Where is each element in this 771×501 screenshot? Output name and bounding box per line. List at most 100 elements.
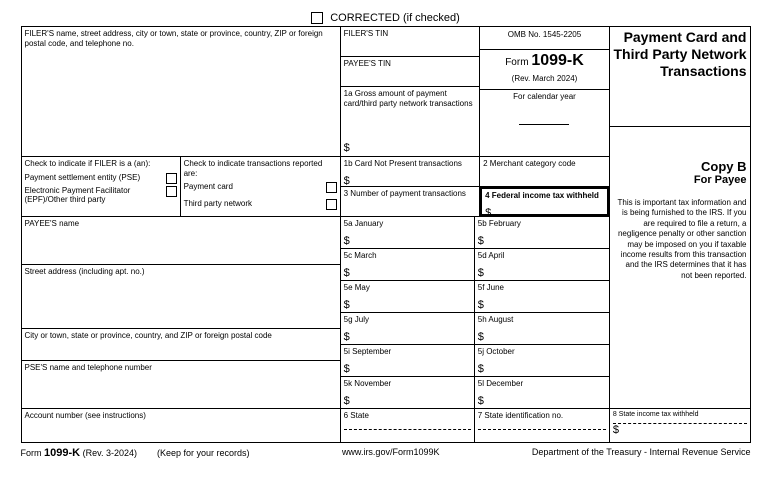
- row-6-7: 6 State 7 State identification no.: [341, 409, 609, 442]
- row-5k-5l: 5k November$ 5l December$: [341, 377, 609, 409]
- copy-b-box: Copy B For Payee This is important tax i…: [610, 127, 750, 409]
- row-3-4: 3 Number of payment transactions 4 Feder…: [341, 187, 609, 217]
- row-5a-5b: 5a January$ 5b February$: [341, 217, 609, 249]
- label-5b: 5b February: [478, 219, 606, 229]
- box-5k: 5k November$: [341, 377, 475, 408]
- epf-checkbox[interactable]: [166, 186, 177, 197]
- dollar-5a: $: [344, 229, 471, 247]
- street-box: Street address (including apt. no.): [22, 265, 340, 329]
- footer-dept: Department of the Treasury - Internal Re…: [532, 447, 751, 459]
- notice-text: This is important tax information and is…: [613, 198, 747, 281]
- pse-name-box: PSE'S name and telephone number: [22, 361, 340, 409]
- form-number: 1099-K: [531, 52, 583, 69]
- filer-address-label: FILER'S name, street address, city or to…: [25, 29, 337, 48]
- omb-label: OMB No. 1545-2205: [508, 30, 581, 39]
- pse-label: Payment settlement entity (PSE): [25, 173, 141, 184]
- tpn-row: Third party network: [184, 199, 337, 210]
- title-box: Payment Card and Third Party Network Tra…: [610, 27, 750, 127]
- dollar-5h: $: [478, 325, 606, 343]
- corrected-label: CORRECTED (if checked): [330, 12, 460, 24]
- box-2-label: 2 Merchant category code: [483, 159, 606, 169]
- box-5b: 5b February$: [475, 217, 609, 248]
- city-label: City or town, state or province, country…: [25, 331, 337, 341]
- filer-tin-label: FILER'S TIN: [344, 29, 476, 39]
- label-5h: 5h August: [478, 315, 606, 325]
- dollar-5i: $: [344, 357, 471, 375]
- row-1b-2: 1b Card Not Present transactions $ 2 Mer…: [341, 157, 609, 187]
- box-6-dash: [344, 429, 471, 430]
- form-no-box: Form 1099-K (Rev. March 2024): [480, 50, 609, 90]
- middle-column: FILER'S TIN PAYEE'S TIN 1a Gross amount …: [341, 27, 610, 442]
- filer-address-box: FILER'S name, street address, city or to…: [22, 27, 340, 157]
- form-prefix: Form: [505, 57, 528, 68]
- payee-tin-label: PAYEE'S TIN: [344, 59, 476, 69]
- payee-name-box: PAYEE'S name: [22, 217, 340, 265]
- box-4-label: 4 Federal income tax withheld: [485, 191, 604, 201]
- trans-check-col: Check to indicate transactions reported …: [181, 157, 340, 216]
- footer-form-word: Form: [21, 448, 42, 458]
- keep-records: (Keep for your records): [157, 448, 250, 458]
- box-7-label: 7 State identification no.: [478, 411, 606, 421]
- calendar-label: For calendar year: [483, 92, 606, 102]
- payment-card-checkbox[interactable]: [326, 182, 337, 193]
- corrected-checkbox[interactable]: [311, 12, 323, 24]
- dollar-5f: $: [478, 293, 606, 311]
- footer: Form 1099-K (Rev. 3-2024) (Keep for your…: [21, 443, 751, 463]
- box-5l: 5l December$: [475, 377, 609, 408]
- omb-box: OMB No. 1545-2205: [480, 27, 609, 50]
- box-8: 8 State income tax withheld $: [610, 409, 750, 442]
- row-5e-5f: 5e May$ 5f June$: [341, 281, 609, 313]
- filer-check-col: Check to indicate if FILER is a (an): Pa…: [22, 157, 181, 216]
- box-1a-dollar: $: [344, 136, 476, 154]
- pse-checkbox[interactable]: [166, 173, 177, 184]
- left-column: FILER'S name, street address, city or to…: [22, 27, 341, 442]
- city-box: City or town, state or province, country…: [22, 329, 340, 361]
- label-5l: 5l December: [478, 379, 606, 389]
- for-payee-label: For Payee: [613, 174, 747, 186]
- top-mid-row: FILER'S TIN PAYEE'S TIN 1a Gross amount …: [341, 27, 609, 157]
- footer-rev: (Rev. 3-2024): [83, 448, 137, 458]
- months-grid: 5a January$ 5b February$ 5c March$ 5d Ap…: [341, 217, 609, 409]
- payee-name-label: PAYEE'S name: [25, 219, 337, 229]
- filer-tin-box: FILER'S TIN: [341, 27, 479, 57]
- box-1b-label: 1b Card Not Present transactions: [344, 159, 476, 169]
- dollar-5k: $: [344, 389, 471, 407]
- box-5h: 5h August$: [475, 313, 609, 344]
- row-5g-5h: 5g July$ 5h August$: [341, 313, 609, 345]
- box-7: 7 State identification no.: [475, 409, 609, 442]
- form-1099k: CORRECTED (if checked) FILER'S name, str…: [21, 10, 751, 463]
- copy-b-label: Copy B: [613, 159, 747, 174]
- corrected-row: CORRECTED (if checked): [21, 10, 751, 26]
- box-6-label: 6 State: [344, 411, 471, 421]
- dollar-5e: $: [344, 293, 471, 311]
- dollar-5b: $: [478, 229, 606, 247]
- payee-tin-box: PAYEE'S TIN: [341, 57, 479, 87]
- box-5d: 5d April$: [475, 249, 609, 280]
- dollar-5d: $: [478, 261, 606, 279]
- third-party-checkbox[interactable]: [326, 199, 337, 210]
- dollar-5j: $: [478, 357, 606, 375]
- box-8-label: 8 State income tax withheld: [613, 411, 747, 419]
- box-3: 3 Number of payment transactions: [341, 187, 480, 216]
- box-5j: 5j October$: [475, 345, 609, 376]
- box-5c: 5c March$: [341, 249, 475, 280]
- label-5f: 5f June: [478, 283, 606, 293]
- label-5d: 5d April: [478, 251, 606, 261]
- omb-col: OMB No. 1545-2205 Form 1099-K (Rev. Marc…: [480, 27, 609, 156]
- check-row: Check to indicate if FILER is a (an): Pa…: [22, 157, 340, 217]
- payment-card-label: Payment card: [184, 182, 233, 193]
- trans-check-label: Check to indicate transactions reported …: [184, 159, 337, 178]
- pse-row: Payment settlement entity (PSE): [25, 173, 177, 184]
- label-5g: 5g July: [344, 315, 471, 325]
- calendar-line: [519, 124, 569, 125]
- box-1a: 1a Gross amount of payment card/third pa…: [341, 87, 479, 156]
- box-4-dollar: $: [485, 201, 604, 219]
- dollar-5g: $: [344, 325, 471, 343]
- paycard-row: Payment card: [184, 182, 337, 193]
- box-7-dash: [478, 429, 606, 430]
- row-5i-5j: 5i September$ 5j October$: [341, 345, 609, 377]
- box-1b: 1b Card Not Present transactions $: [341, 157, 480, 186]
- rev-label: (Rev. March 2024): [483, 74, 606, 84]
- dollar-5l: $: [478, 389, 606, 407]
- footer-url: www.irs.gov/Form1099K: [342, 447, 440, 459]
